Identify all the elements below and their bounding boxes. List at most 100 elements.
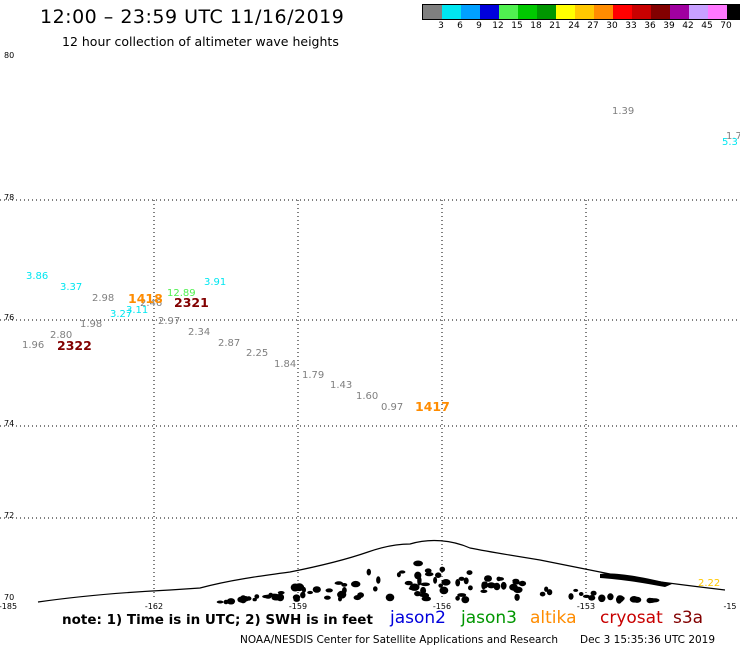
- mission-label: cryosat: [600, 608, 663, 628]
- legend-label: 45: [701, 21, 713, 31]
- lake-outline: [300, 591, 306, 599]
- pass-time-label: 1418: [128, 291, 163, 306]
- wave-height-label: 2.25: [246, 348, 268, 359]
- lake-outline: [408, 586, 418, 591]
- lake-outline: [396, 572, 401, 578]
- lake-outline: [500, 581, 507, 590]
- lake-outline: [357, 592, 364, 598]
- legend-label: 21: [549, 21, 561, 31]
- lake-outline: [463, 577, 469, 585]
- wave-height-label: 2.87: [218, 338, 240, 349]
- lake-outline: [420, 582, 430, 587]
- legend-swatch: [423, 5, 442, 19]
- wave-height-label: 3.11: [126, 305, 148, 316]
- lake-outline: [438, 583, 444, 588]
- lake-outline: [262, 594, 271, 599]
- lake-outline: [334, 581, 343, 585]
- lake-outline: [414, 571, 422, 580]
- legend-swatch: [537, 5, 556, 19]
- lake-outline: [376, 576, 381, 584]
- lake-outline: [457, 593, 467, 597]
- legend-label: 33: [625, 21, 637, 31]
- wave-height-label: 2.22: [698, 578, 720, 589]
- lake-outline: [419, 593, 426, 597]
- lake-outline: [373, 586, 378, 592]
- lake-outline: [544, 586, 549, 592]
- latitude-label: 70: [4, 593, 14, 602]
- mission-label: jason3: [461, 608, 517, 628]
- lake-outline: [455, 595, 460, 601]
- legend-label: 3: [438, 21, 444, 31]
- legend-swatches: [422, 4, 740, 20]
- wave-height-label: 1.7: [726, 131, 740, 142]
- lake-outline: [276, 593, 285, 602]
- legend-swatch: [480, 5, 499, 19]
- legend-label: 27: [587, 21, 599, 31]
- legend-swatch: [442, 5, 461, 19]
- lake-outline: [301, 586, 306, 593]
- wave-height-label: 2.34: [188, 327, 210, 338]
- legend-label: 70: [720, 21, 732, 31]
- lake-outline: [404, 580, 413, 586]
- wave-height-observations: 1.391.75.33.863.372.98 12.893.913.273.112…: [22, 106, 740, 589]
- land-polygons: [37, 539, 726, 605]
- axis-labels: 80 78 76 74 72 70-185 -162 -159 -156 -153 -15: [0, 51, 737, 611]
- wave-height-label: 5.3: [722, 137, 738, 148]
- lake-outline: [325, 588, 333, 593]
- lake-outline: [399, 570, 406, 574]
- coastline: [37, 539, 726, 603]
- legend-swatch: [727, 5, 740, 19]
- lake-outline: [512, 580, 521, 585]
- longitude-label: -159: [289, 602, 307, 611]
- longitude-label: -162: [145, 602, 163, 611]
- lake-outline: [414, 591, 421, 597]
- legend-label: 18: [530, 21, 542, 31]
- lake-outline: [461, 596, 470, 604]
- legend-swatch: [499, 5, 518, 19]
- wave-height-label: 3.91: [204, 277, 226, 288]
- lake-outline: [439, 566, 446, 572]
- legend-label: 9: [476, 21, 482, 31]
- lake-outline: [546, 589, 553, 596]
- legend-label: 36: [644, 21, 656, 31]
- lake-outline: [417, 578, 422, 586]
- lake-outline: [455, 579, 461, 587]
- map-grid: [0, 199, 740, 600]
- lake-outline: [458, 576, 465, 581]
- generated-time: Dec 3 15:35:36 UTC 2019: [580, 634, 716, 646]
- lake-outline: [514, 593, 520, 601]
- legend-swatch: [461, 5, 480, 19]
- lake-outline: [338, 596, 342, 602]
- mission-label: altika: [530, 608, 577, 628]
- lake-outline: [484, 575, 492, 582]
- wave-height-label: 1.39: [612, 106, 634, 117]
- latitude-label: 76: [4, 313, 14, 322]
- legend-label: 30: [606, 21, 618, 31]
- lake-outline: [617, 595, 624, 602]
- longitude-label: -185: [0, 602, 17, 611]
- lake-outline: [216, 600, 224, 604]
- wave-height-label: 2.80: [50, 330, 72, 341]
- legend-label: 6: [457, 21, 463, 31]
- lake-outline: [290, 583, 300, 592]
- lake-outline: [424, 568, 432, 573]
- legend-swatch: [670, 5, 689, 19]
- lake-outline: [607, 593, 614, 601]
- longitude-label: -15: [723, 602, 736, 611]
- longitude-label: -153: [577, 602, 595, 611]
- wave-height-label: 2.98: [92, 293, 114, 304]
- legend-swatch: [708, 5, 727, 19]
- lake-outline: [413, 560, 423, 567]
- lake-outline: [480, 589, 488, 593]
- wave-height-label: 1.60: [356, 391, 378, 402]
- credit-line: NOAA/NESDIS Center for Satellite Applica…: [240, 634, 558, 646]
- mission-label: jason2: [390, 608, 446, 628]
- lake-outline: [629, 596, 639, 603]
- lake-outline: [420, 586, 427, 595]
- lake-outline: [441, 579, 451, 586]
- lake-outline: [223, 599, 229, 605]
- lake-outline: [421, 596, 431, 602]
- legend-label: 15: [511, 21, 523, 31]
